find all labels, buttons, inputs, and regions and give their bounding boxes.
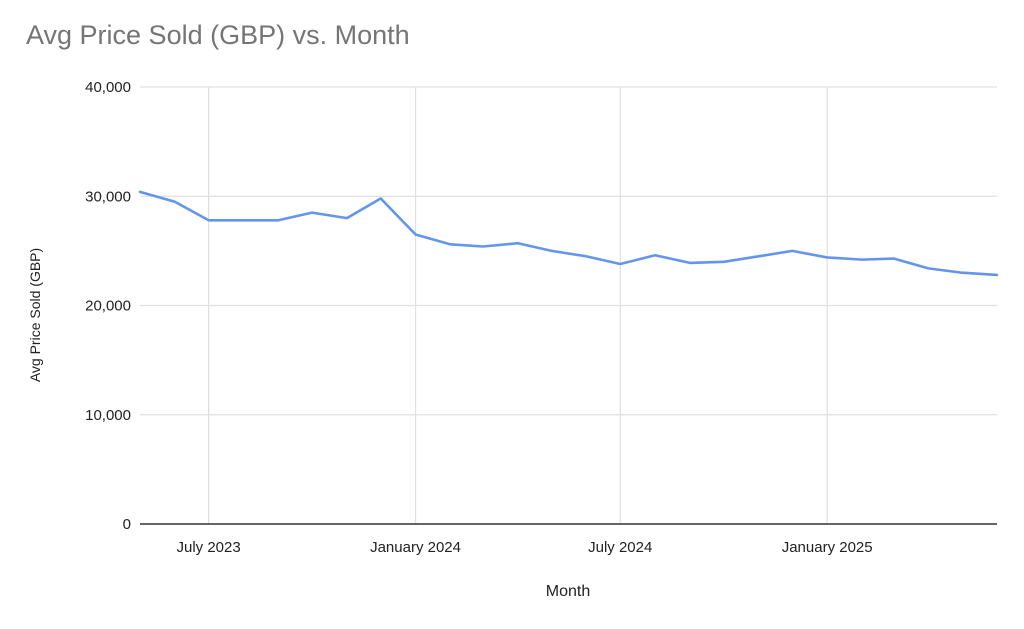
- data-point: [757, 254, 761, 258]
- data-point: [414, 232, 418, 236]
- data-point: [653, 253, 657, 257]
- data-point: [892, 257, 896, 261]
- data-point: [310, 211, 314, 215]
- data-point: [688, 261, 692, 265]
- data-point: [379, 196, 383, 200]
- data-point: [276, 218, 280, 222]
- x-axis-title: Month: [546, 583, 590, 600]
- data-point: [173, 200, 177, 204]
- y-tick-label: 10,000: [85, 407, 131, 424]
- chart-title: Avg Price Sold (GBP) vs. Month: [26, 20, 410, 50]
- data-point: [790, 249, 794, 253]
- data-point: [995, 273, 999, 277]
- data-point: [550, 249, 554, 253]
- data-point: [207, 218, 211, 222]
- x-tick-label: July 2024: [588, 539, 652, 556]
- y-tick-label: 20,000: [85, 298, 131, 315]
- data-point: [618, 262, 622, 266]
- y-tick-label: 40,000: [85, 79, 131, 96]
- x-tick-label: July 2023: [176, 539, 240, 556]
- data-point: [138, 190, 142, 194]
- data-point: [481, 245, 485, 249]
- gridlines: [140, 86, 997, 524]
- y-tick-label: 30,000: [85, 188, 131, 205]
- data-point: [722, 260, 726, 264]
- y-tick-label: 0: [123, 516, 131, 533]
- data-point: [825, 255, 829, 259]
- data-point: [584, 254, 588, 258]
- data-point: [345, 216, 349, 220]
- data-point: [516, 241, 520, 245]
- x-tick-label: January 2025: [782, 539, 873, 556]
- y-axis-title: Avg Price Sold (GBP): [27, 248, 43, 382]
- data-point: [926, 266, 930, 270]
- data-point: [241, 218, 245, 222]
- series-layer: [138, 190, 999, 277]
- x-tick-label: January 2024: [370, 539, 461, 556]
- series-line: [138, 190, 999, 277]
- data-point: [448, 242, 452, 246]
- data-point: [860, 258, 864, 262]
- axes: 0 10,000 20,000 30,000 40,000 July 2023 Januar…: [85, 79, 997, 556]
- data-point: [960, 271, 964, 275]
